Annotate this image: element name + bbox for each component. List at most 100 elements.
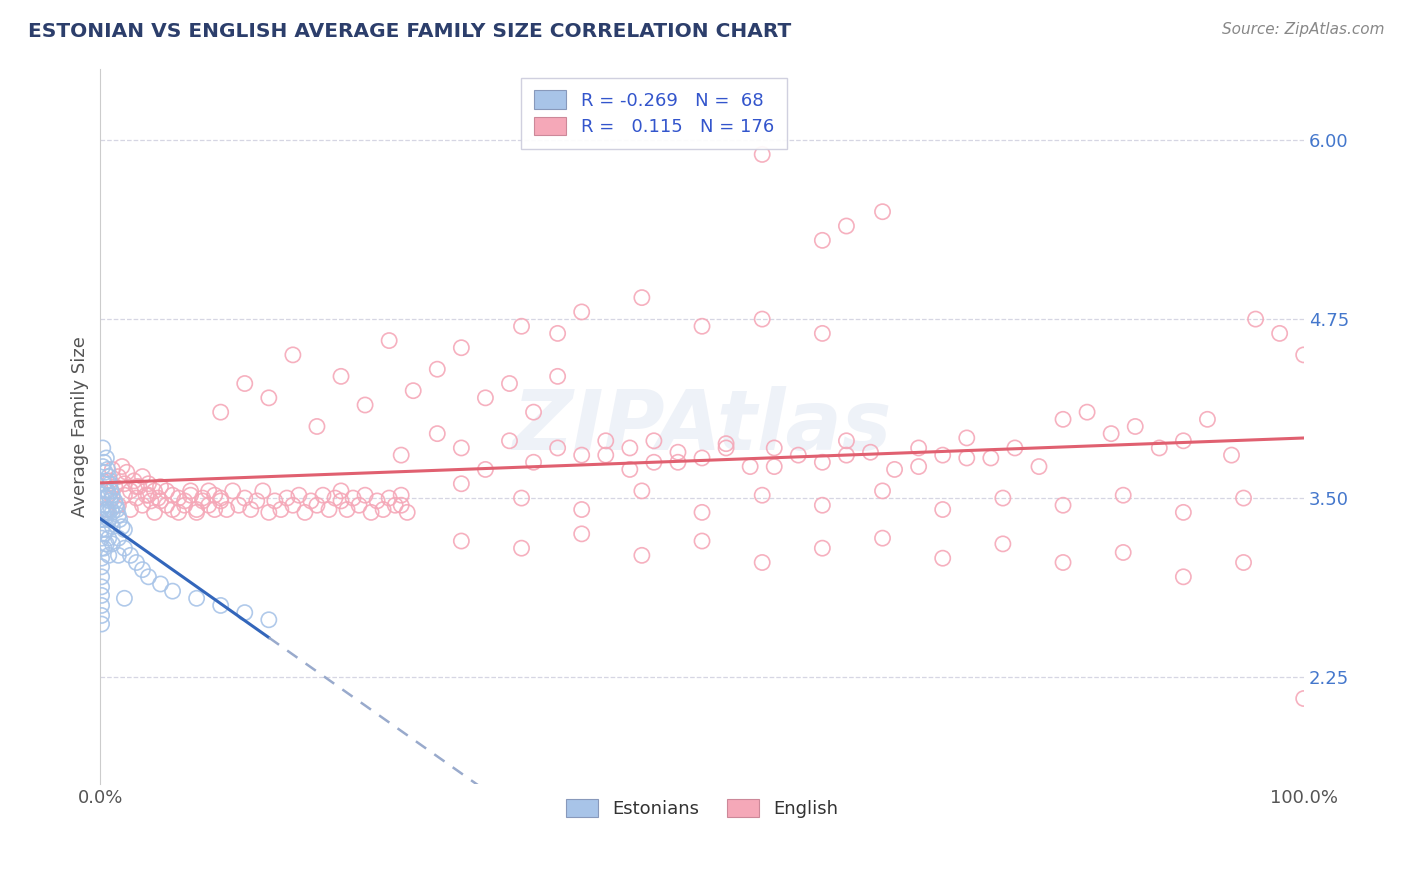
- Point: [690, 450, 713, 465]
- Point: [288, 488, 311, 502]
- Point: [186, 502, 208, 516]
- Point: [120, 483, 142, 498]
- Point: [522, 405, 544, 419]
- Point: [209, 491, 232, 505]
- Point: [956, 431, 979, 445]
- Point: [90, 523, 112, 537]
- Point: [366, 494, 388, 508]
- Point: [1268, 326, 1291, 341]
- Point: [595, 434, 617, 448]
- Point: [787, 448, 810, 462]
- Point: [139, 494, 162, 508]
- Point: [162, 584, 184, 599]
- Point: [122, 474, 145, 488]
- Point: [305, 419, 328, 434]
- Point: [751, 488, 773, 502]
- Point: [97, 488, 120, 502]
- Point: [690, 505, 713, 519]
- Point: [149, 577, 172, 591]
- Point: [209, 494, 232, 508]
- Point: [93, 455, 115, 469]
- Point: [835, 434, 858, 448]
- Point: [97, 512, 120, 526]
- Point: [91, 459, 114, 474]
- Point: [980, 450, 1002, 465]
- Point: [931, 448, 953, 462]
- Point: [498, 376, 520, 391]
- Point: [330, 483, 353, 498]
- Point: [100, 502, 122, 516]
- Point: [90, 570, 112, 584]
- Point: [811, 498, 834, 512]
- Point: [1123, 419, 1146, 434]
- Point: [347, 498, 370, 512]
- Point: [257, 613, 280, 627]
- Point: [270, 502, 292, 516]
- Point: [101, 491, 124, 505]
- Point: [97, 531, 120, 545]
- Point: [98, 474, 121, 488]
- Point: [125, 480, 148, 494]
- Point: [143, 483, 166, 498]
- Point: [94, 465, 117, 479]
- Point: [138, 488, 160, 502]
- Point: [120, 549, 142, 563]
- Point: [595, 448, 617, 462]
- Point: [96, 474, 118, 488]
- Point: [155, 483, 177, 498]
- Point: [186, 505, 208, 519]
- Point: [956, 450, 979, 465]
- Point: [907, 459, 929, 474]
- Point: [474, 391, 496, 405]
- Point: [384, 498, 406, 512]
- Point: [631, 483, 654, 498]
- Point: [97, 483, 120, 498]
- Text: Source: ZipAtlas.com: Source: ZipAtlas.com: [1222, 22, 1385, 37]
- Point: [389, 498, 412, 512]
- Point: [162, 488, 184, 502]
- Point: [360, 505, 382, 519]
- Point: [90, 502, 112, 516]
- Point: [162, 502, 184, 516]
- Point: [111, 459, 134, 474]
- Point: [98, 494, 121, 508]
- Point: [90, 589, 112, 603]
- Point: [389, 448, 412, 462]
- Point: [209, 405, 232, 419]
- Point: [112, 476, 135, 491]
- Point: [104, 494, 127, 508]
- Point: [138, 570, 160, 584]
- Point: [186, 591, 208, 606]
- Point: [112, 591, 135, 606]
- Point: [450, 476, 472, 491]
- Point: [1076, 405, 1098, 419]
- Point: [690, 319, 713, 334]
- Point: [97, 549, 120, 563]
- Point: [93, 512, 115, 526]
- Point: [396, 505, 419, 519]
- Point: [90, 541, 112, 556]
- Point: [101, 488, 124, 502]
- Point: [233, 376, 256, 391]
- Point: [104, 480, 127, 494]
- Point: [373, 502, 395, 516]
- Point: [318, 502, 340, 516]
- Point: [763, 459, 786, 474]
- Point: [811, 233, 834, 247]
- Point: [204, 488, 226, 502]
- Point: [252, 483, 274, 498]
- Point: [547, 441, 569, 455]
- Point: [276, 491, 298, 505]
- Point: [90, 551, 112, 566]
- Point: [197, 483, 219, 498]
- Point: [643, 455, 665, 469]
- Point: [115, 465, 138, 479]
- Point: [112, 523, 135, 537]
- Point: [1112, 488, 1135, 502]
- Point: [402, 384, 425, 398]
- Point: [1052, 498, 1074, 512]
- Point: [90, 580, 112, 594]
- Point: [167, 491, 190, 505]
- Point: [1197, 412, 1219, 426]
- Point: [125, 556, 148, 570]
